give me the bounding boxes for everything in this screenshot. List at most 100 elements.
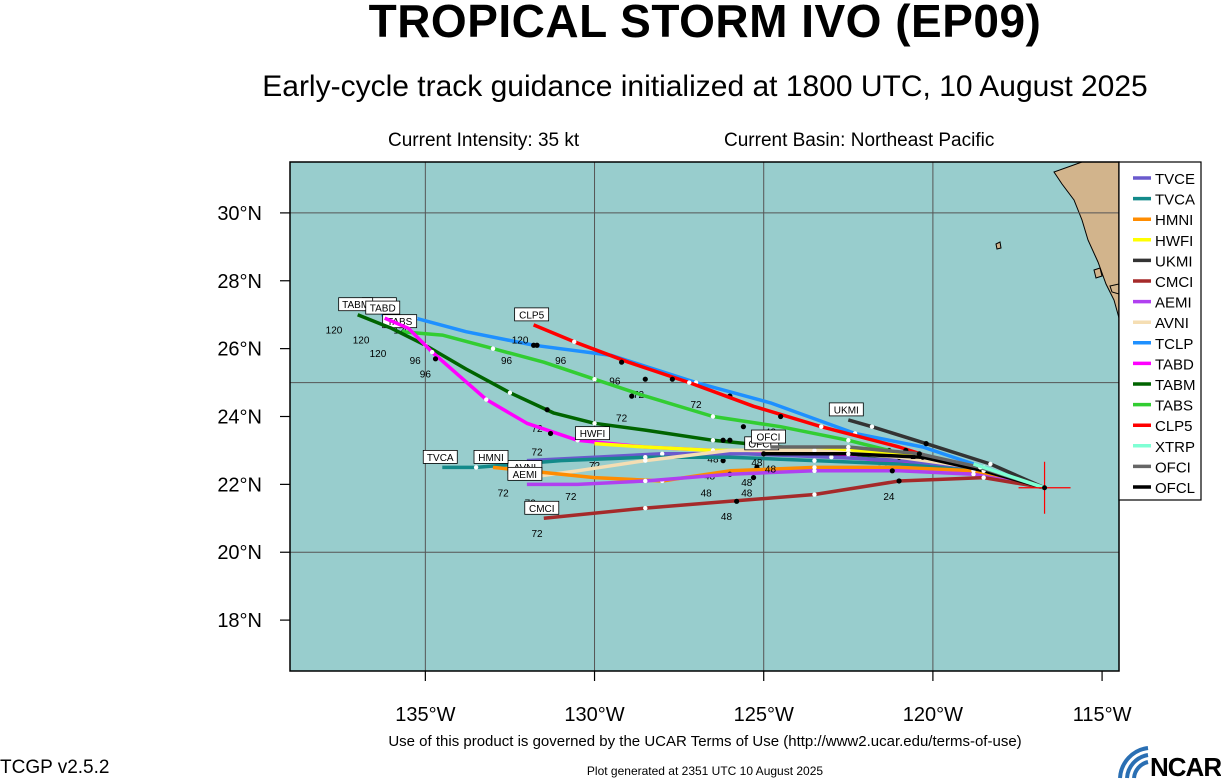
forecast-hour-label: 72 xyxy=(565,492,577,503)
forecast-point xyxy=(778,413,784,420)
x-tick-label: 115°W xyxy=(1073,704,1132,726)
forecast-point xyxy=(544,407,550,413)
y-tick-label: 28°N xyxy=(217,271,262,293)
forecast-point xyxy=(896,478,902,484)
island xyxy=(1093,267,1103,279)
forecast-point xyxy=(889,468,895,474)
model-label-box xyxy=(575,426,610,441)
model-label-box xyxy=(507,466,543,481)
legend-label: HWFI xyxy=(1155,233,1193,250)
track-point xyxy=(643,458,648,463)
model-label: TABS xyxy=(387,317,413,328)
forecast-point xyxy=(432,356,439,362)
terms-of-use: Use of this product is governed by the U… xyxy=(388,733,1022,750)
track-point xyxy=(643,478,648,484)
track-point xyxy=(846,438,851,443)
forecast-hour-label: 120 xyxy=(512,336,529,347)
track-point xyxy=(846,451,851,457)
track-point xyxy=(643,455,648,460)
forecast-hour-label: 96 xyxy=(609,376,621,387)
current-position-dot xyxy=(1042,485,1048,491)
model-label: UKMI xyxy=(834,405,859,416)
forecast-hour-label: 72 xyxy=(616,414,628,425)
legend-label: AEMI xyxy=(1155,295,1192,312)
forecast-hour-label: 48 xyxy=(765,465,777,476)
legend-label: UKMI xyxy=(1155,253,1193,270)
model-label: CMCI xyxy=(529,504,555,515)
forecast-hour-label: 72 xyxy=(531,529,543,540)
island xyxy=(995,241,1002,250)
track-cmci: 24 48 72 CMCI xyxy=(524,475,1045,540)
forecast-hour-label: 48 xyxy=(741,478,753,489)
model-label-box xyxy=(382,314,418,329)
forecast-point xyxy=(740,424,747,430)
legend-label: TABS xyxy=(1155,398,1193,415)
current-intensity: Current Intensity: 35 kt xyxy=(388,130,580,151)
track-point xyxy=(660,451,665,457)
legend-label: TVCE xyxy=(1155,171,1195,188)
forecast-hour-label: 96 xyxy=(420,370,432,381)
forecast-hour-label: 48 xyxy=(721,512,733,523)
page-title: TROPICAL STORM IVO (EP09) xyxy=(368,0,1042,47)
y-tick-label: 22°N xyxy=(217,474,262,496)
ocean-area xyxy=(290,162,1119,671)
track-point xyxy=(869,424,875,429)
track-point xyxy=(484,397,489,402)
model-label: TVCA xyxy=(427,453,454,464)
track-point xyxy=(490,346,496,351)
legend-label: AVNI xyxy=(1155,315,1189,332)
model-label: CLP5 xyxy=(519,310,544,321)
model-label-box xyxy=(473,449,509,464)
track-point xyxy=(846,444,851,450)
model-label: OFCL xyxy=(748,439,775,450)
model-label: HWFI xyxy=(580,429,606,440)
legend-label: HMNI xyxy=(1155,212,1193,229)
forecast-point xyxy=(720,458,726,464)
y-tick-label: 26°N xyxy=(217,339,262,361)
track-point xyxy=(981,475,986,480)
legend: TVCE TVCA HMNI HWFI UKMI CMCI AEMI AVNI TCLP TABD… xyxy=(1118,161,1202,501)
forecast-hour-label: 120 xyxy=(353,336,370,347)
legend-label: TABM xyxy=(1155,377,1196,394)
track-point xyxy=(819,424,824,429)
track-point xyxy=(429,349,435,355)
track-point xyxy=(592,376,597,382)
forecast-point xyxy=(720,437,726,443)
forecast-hour-label: 48 xyxy=(741,488,753,499)
model-label: TABM xyxy=(342,300,369,311)
forecast-point xyxy=(642,376,648,382)
forecast-point xyxy=(923,441,929,447)
model-label: OFCI xyxy=(757,433,781,444)
forecast-point xyxy=(916,451,922,457)
ncar-logo-text: NCAR xyxy=(1150,752,1221,782)
forecast-point xyxy=(629,393,635,399)
legend-label: TVCA xyxy=(1155,192,1195,209)
legend-label: OFCI xyxy=(1155,459,1191,476)
y-tick-label: 20°N xyxy=(217,542,262,564)
track-point xyxy=(687,380,692,385)
track-point xyxy=(812,458,817,463)
track-point xyxy=(812,492,817,497)
model-label-box xyxy=(514,307,550,322)
model-label-box xyxy=(828,402,864,417)
forecast-hour-label: 72 xyxy=(690,400,702,411)
forecast-hour-label: 72 xyxy=(531,448,543,459)
track-point xyxy=(829,455,834,460)
legend-box xyxy=(1118,161,1202,501)
x-tick-label: 120°W xyxy=(903,704,963,726)
track-point xyxy=(710,414,716,419)
forecast-hour-label: 48 xyxy=(751,458,763,469)
generated-timestamp: Plot generated at 2351 UTC 10 August 202… xyxy=(586,764,824,778)
track-point xyxy=(592,421,597,426)
legend-label: CMCI xyxy=(1155,274,1193,291)
legend-label: CLP5 xyxy=(1155,418,1193,435)
model-label: AEMI xyxy=(513,470,537,481)
model-label-box xyxy=(751,429,786,444)
track-line xyxy=(526,469,1045,490)
forecast-point xyxy=(761,451,767,457)
y-tick-label: 18°N xyxy=(217,610,262,632)
track-point xyxy=(572,339,577,345)
forecast-hour-label: 120 xyxy=(326,325,343,336)
forecast-point xyxy=(750,474,757,481)
